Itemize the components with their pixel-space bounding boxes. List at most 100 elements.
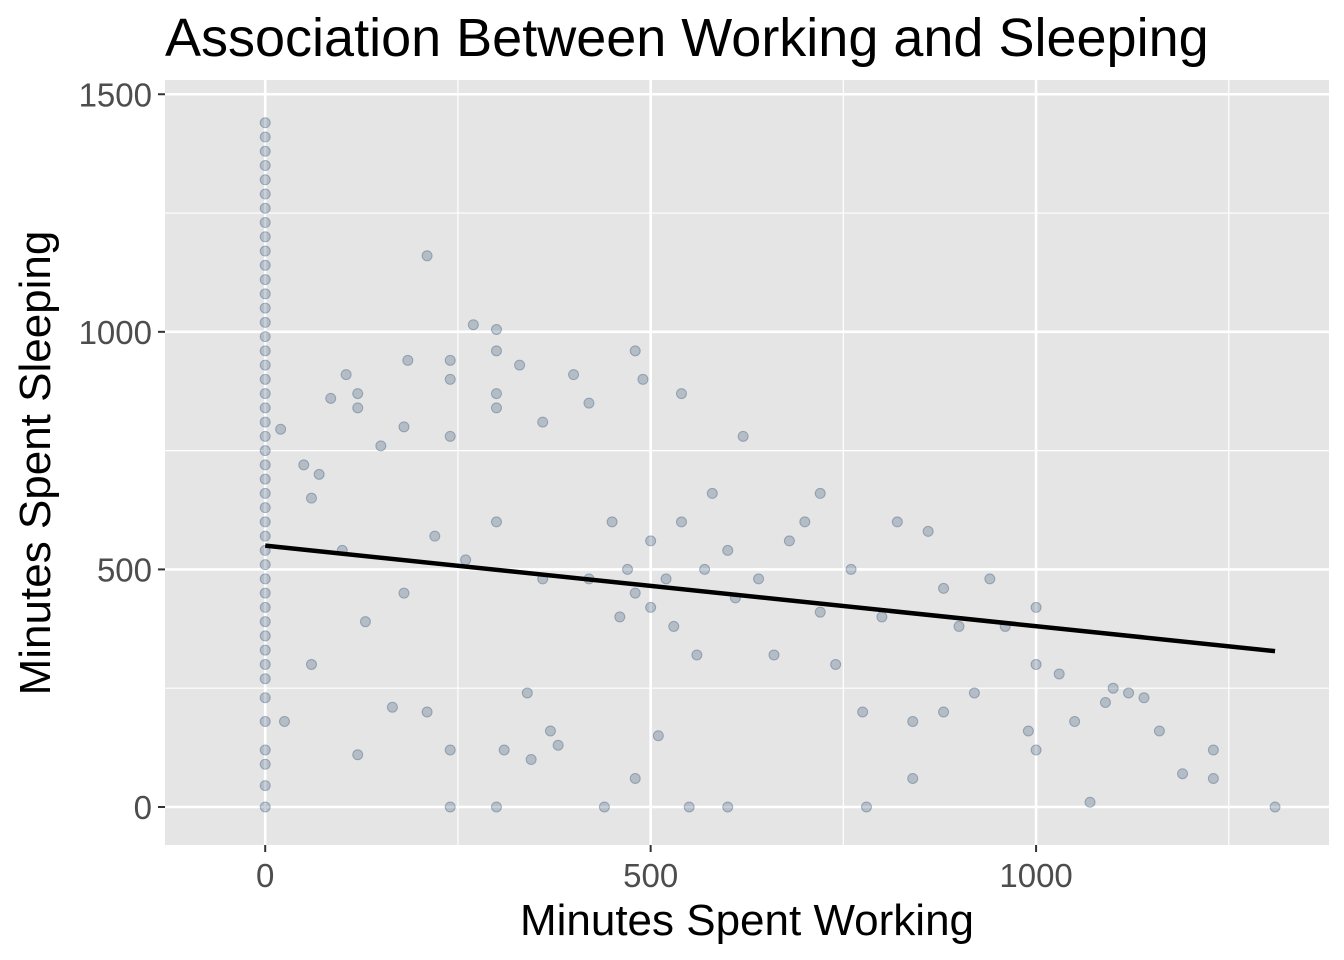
data-point bbox=[429, 530, 441, 542]
data-point bbox=[1269, 801, 1281, 813]
data-point bbox=[953, 620, 965, 632]
data-point bbox=[259, 402, 271, 414]
data-point bbox=[629, 345, 641, 357]
x-tick-label: 500 bbox=[623, 857, 678, 894]
data-point bbox=[259, 117, 271, 129]
data-point bbox=[259, 502, 271, 514]
data-point bbox=[259, 388, 271, 400]
axes: 0 500 1000 0 500 1000 1500 bbox=[79, 76, 1073, 894]
data-point bbox=[259, 331, 271, 343]
data-point bbox=[259, 430, 271, 442]
data-point bbox=[544, 725, 556, 737]
data-point bbox=[259, 630, 271, 642]
data-point bbox=[1022, 725, 1034, 737]
data-point bbox=[514, 359, 526, 371]
data-point bbox=[1069, 715, 1081, 727]
data-point bbox=[259, 601, 271, 613]
data-point bbox=[722, 544, 734, 556]
data-point bbox=[691, 649, 703, 661]
data-point bbox=[259, 516, 271, 528]
data-point bbox=[606, 516, 618, 528]
data-point bbox=[845, 563, 857, 575]
data-point bbox=[1207, 744, 1219, 756]
data-point bbox=[1030, 601, 1042, 613]
data-point bbox=[259, 587, 271, 599]
plot-panel bbox=[165, 80, 1329, 845]
data-point bbox=[259, 160, 271, 172]
data-point bbox=[444, 744, 456, 756]
data-point bbox=[259, 530, 271, 542]
data-point bbox=[860, 801, 872, 813]
data-point bbox=[259, 202, 271, 214]
data-point bbox=[259, 174, 271, 186]
y-tick-label: 500 bbox=[97, 551, 152, 588]
data-point bbox=[375, 440, 387, 452]
x-axis-title: Minutes Spent Working bbox=[520, 896, 974, 945]
grid-lines bbox=[165, 80, 1329, 845]
data-point bbox=[1053, 668, 1065, 680]
y-tick-label: 1500 bbox=[79, 76, 152, 113]
data-point bbox=[278, 715, 290, 727]
data-point bbox=[857, 706, 869, 718]
data-point bbox=[421, 706, 433, 718]
data-point bbox=[259, 245, 271, 257]
data-point bbox=[622, 563, 634, 575]
data-point bbox=[359, 616, 371, 628]
data-point bbox=[830, 658, 842, 670]
data-point bbox=[259, 573, 271, 585]
data-point bbox=[1207, 772, 1219, 784]
data-point bbox=[922, 525, 934, 537]
data-point bbox=[460, 554, 472, 566]
data-point bbox=[490, 516, 502, 528]
data-point bbox=[645, 601, 657, 613]
data-point bbox=[968, 687, 980, 699]
data-point bbox=[490, 402, 502, 414]
data-point bbox=[259, 744, 271, 756]
regression-line bbox=[264, 543, 1276, 654]
data-point bbox=[490, 801, 502, 813]
data-point bbox=[1084, 796, 1096, 808]
data-point bbox=[259, 259, 271, 271]
data-point bbox=[1107, 682, 1119, 694]
data-point bbox=[629, 587, 641, 599]
data-point bbox=[876, 611, 888, 623]
data-point bbox=[259, 445, 271, 457]
data-point bbox=[938, 582, 950, 594]
x-tick-label: 1000 bbox=[999, 857, 1072, 894]
data-point bbox=[737, 430, 749, 442]
data-point bbox=[814, 606, 826, 618]
data-point bbox=[259, 302, 271, 314]
data-point bbox=[660, 573, 672, 585]
data-point bbox=[259, 274, 271, 286]
data-point bbox=[352, 749, 364, 761]
data-point bbox=[259, 345, 271, 357]
data-point bbox=[783, 535, 795, 547]
data-point bbox=[259, 217, 271, 229]
data-point bbox=[259, 758, 271, 770]
data-point bbox=[402, 354, 414, 366]
data-point bbox=[259, 692, 271, 704]
data-point bbox=[421, 250, 433, 262]
data-point bbox=[259, 131, 271, 143]
data-point bbox=[340, 369, 352, 381]
data-point bbox=[352, 388, 364, 400]
data-point bbox=[1030, 658, 1042, 670]
data-point bbox=[525, 753, 537, 765]
data-point bbox=[259, 288, 271, 300]
data-point bbox=[675, 516, 687, 528]
data-point bbox=[259, 616, 271, 628]
data-point bbox=[614, 611, 626, 623]
data-point bbox=[568, 369, 580, 381]
data-point bbox=[699, 563, 711, 575]
data-point bbox=[259, 316, 271, 328]
data-point bbox=[984, 573, 996, 585]
data-point bbox=[490, 323, 502, 335]
data-point bbox=[521, 687, 533, 699]
data-point bbox=[498, 744, 510, 756]
data-point bbox=[799, 516, 811, 528]
data-point bbox=[1153, 725, 1165, 737]
data-point bbox=[259, 644, 271, 656]
data-point bbox=[683, 801, 695, 813]
data-point bbox=[1030, 744, 1042, 756]
